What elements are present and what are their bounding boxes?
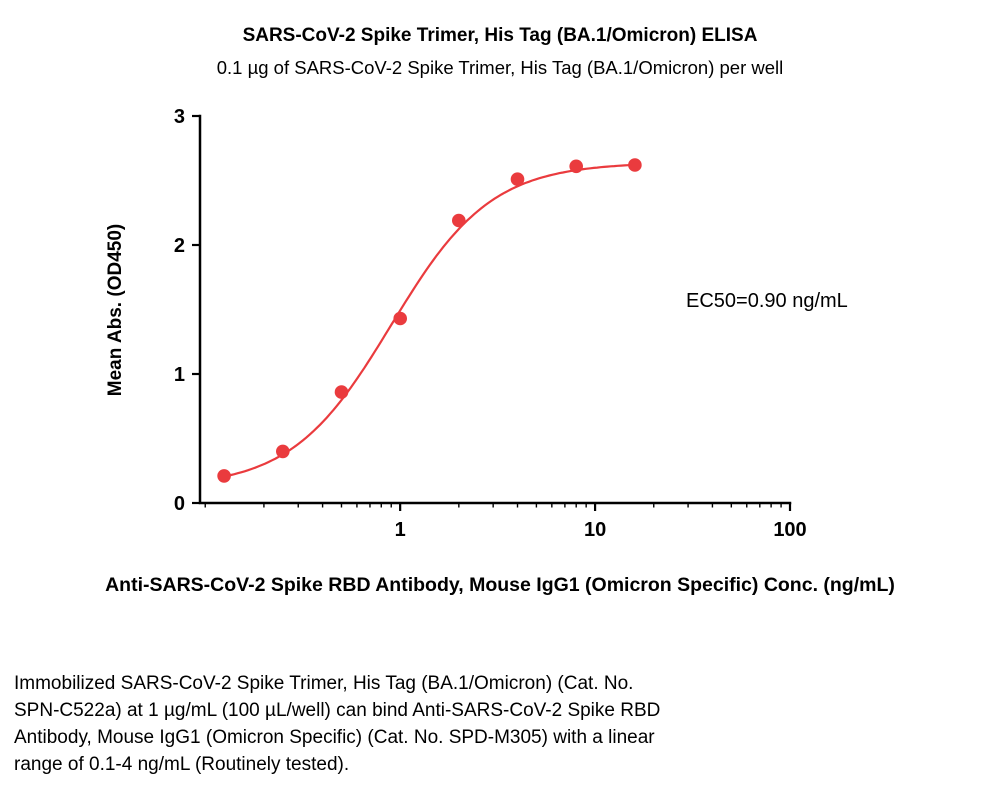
data-point <box>393 311 408 326</box>
y-tick-label: 2 <box>174 235 185 257</box>
fit-curve <box>223 163 635 478</box>
data-point <box>217 469 231 483</box>
elisa-dose-response-plot: 0 1 2 3 1 10 100 <box>174 106 807 541</box>
caption-line: Antibody, Mouse IgG1 (Omicron Specific) … <box>14 727 655 748</box>
figure-caption: Immobilized SARS-CoV-2 Spike Trimer, His… <box>14 670 914 778</box>
ec50-annotation: EC50=0.90 ng/mL <box>686 290 848 312</box>
y-tick-label: 1 <box>174 364 185 386</box>
x-axis-label: Anti-SARS-CoV-2 Spike RBD Antibody, Mous… <box>105 574 895 596</box>
y-tick-label: 3 <box>174 106 185 128</box>
caption-line: SPN-C522a) at 1 µg/mL (100 µL/well) can … <box>14 700 661 721</box>
data-point <box>569 159 583 174</box>
data-point <box>452 213 466 228</box>
chart-title: SARS-CoV-2 Spike Trimer, His Tag (BA.1/O… <box>242 25 758 46</box>
data-point <box>334 385 349 399</box>
caption-line: Immobilized SARS-CoV-2 Spike Trimer, His… <box>14 673 634 694</box>
x-tick-label: 10 <box>584 519 606 541</box>
data-point <box>628 158 642 172</box>
caption-line: range of 0.1-4 ng/mL (Routinely tested). <box>14 754 350 775</box>
x-tick-label: 1 <box>395 519 406 541</box>
data-point <box>510 172 525 186</box>
x-tick-label: 100 <box>773 519 806 541</box>
chart-subtitle: 0.1 µg of SARS-CoV-2 Spike Trimer, His T… <box>216 57 784 78</box>
y-tick-label: 0 <box>174 493 185 515</box>
data-point <box>276 444 290 459</box>
